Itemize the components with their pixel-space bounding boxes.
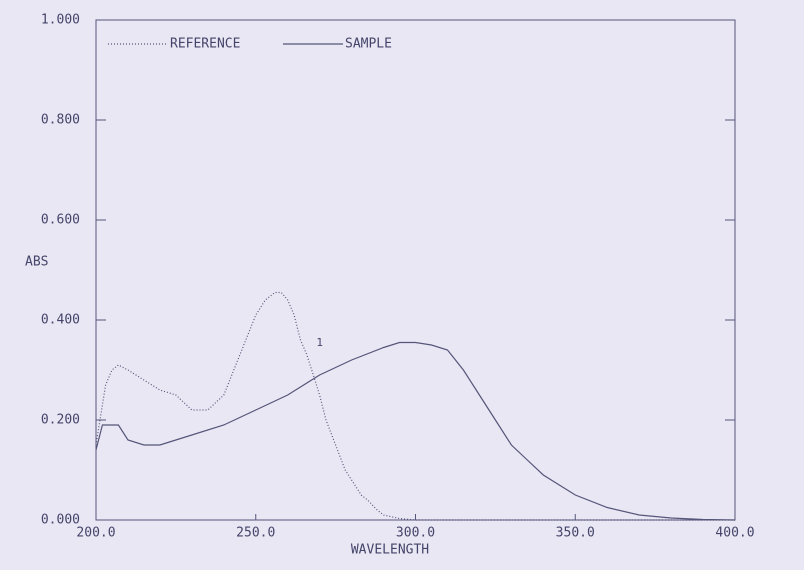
legend-label: SAMPLE [345, 37, 392, 52]
x-tick-label: 200.0 [76, 526, 115, 541]
y-tick-label: 0.400 [41, 313, 80, 328]
y-tick-label: 1.000 [41, 13, 80, 28]
y-tick-label: 0.600 [41, 213, 80, 228]
x-tick-label: 350.0 [556, 526, 595, 541]
x-tick-label: 300.0 [396, 526, 435, 541]
annotation: 1 [316, 336, 323, 349]
y-tick-label: 0.000 [41, 513, 80, 528]
y-axis-label: ABS [25, 255, 48, 270]
series-line [95, 341, 736, 521]
legend-label: REFERENCE [170, 37, 240, 52]
x-axis-label: WAVELENGTH [351, 543, 429, 558]
x-tick-label: 400.0 [715, 526, 754, 541]
y-tick-label: 0.800 [41, 113, 80, 128]
y-tick-label: 0.200 [41, 413, 80, 428]
x-tick-label: 250.0 [236, 526, 275, 541]
